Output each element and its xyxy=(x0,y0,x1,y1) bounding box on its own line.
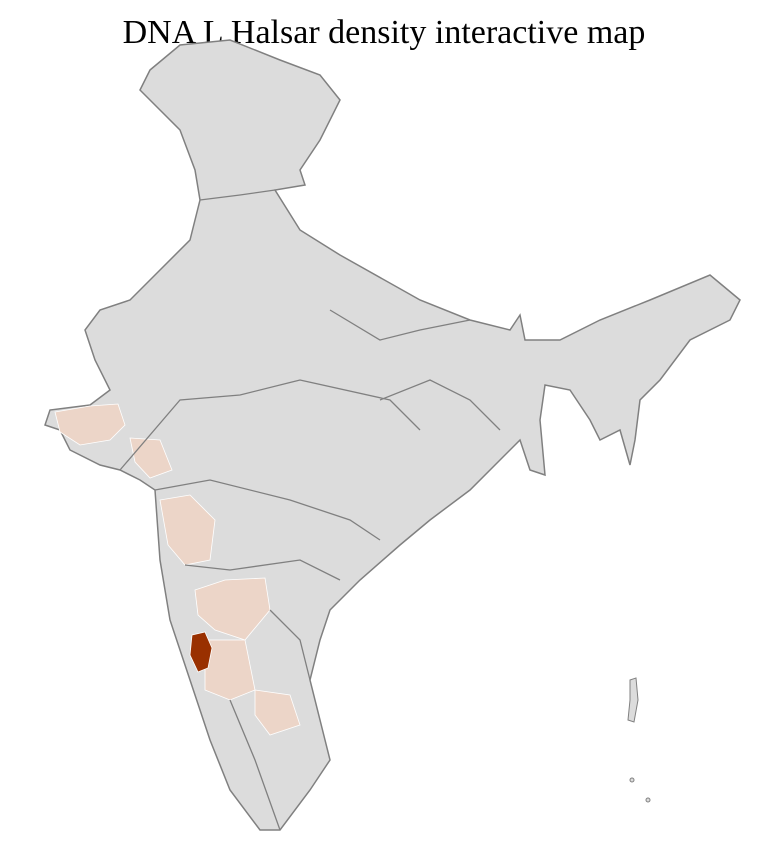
highlighted-regions xyxy=(54,403,301,736)
andaman-islands xyxy=(627,677,651,803)
region-coastal-karnataka[interactable] xyxy=(189,631,213,673)
region-south-karnataka[interactable] xyxy=(204,639,256,701)
region-north-gujarat[interactable] xyxy=(129,437,173,479)
region-konkan-maharashtra[interactable] xyxy=(159,494,216,566)
india-outline xyxy=(44,39,741,831)
region-tamil-nadu-west[interactable] xyxy=(254,689,301,736)
region-north-karnataka[interactable] xyxy=(194,577,271,641)
region-kutch[interactable] xyxy=(54,403,126,446)
state-borders xyxy=(119,189,501,831)
